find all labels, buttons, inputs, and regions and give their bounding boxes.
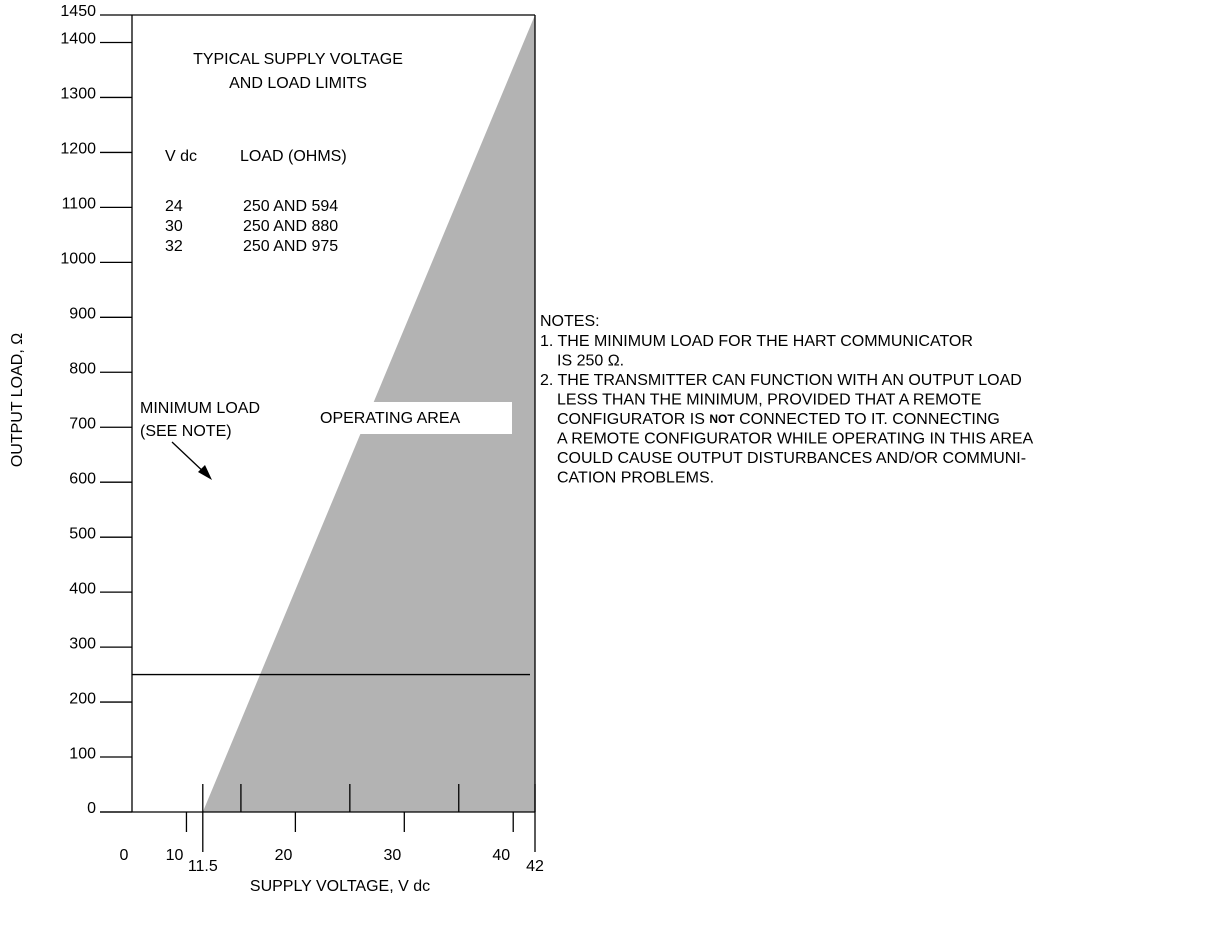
x-tick-label: 40 (492, 847, 510, 864)
table-cell: 250 AND 880 (243, 218, 338, 235)
y-tick-label: 500 (69, 525, 96, 542)
table-header: V dc (165, 148, 197, 165)
region-label-box (310, 402, 512, 434)
arrow-head (198, 465, 212, 480)
region-label: OPERATING AREA (320, 410, 461, 427)
x-axis-label: SUPPLY VOLTAGE, V dc (250, 878, 430, 895)
note-text: CONNECTED TO IT. CONNECTING (735, 411, 1000, 428)
y-tick-label: 1300 (60, 86, 96, 103)
note-line: 1. THE MINIMUM LOAD FOR THE HART COMMUNI… (540, 333, 973, 350)
table-cell: 30 (165, 218, 183, 235)
y-tick-label: 900 (69, 306, 96, 323)
x-marked-tick-label: 42 (526, 858, 544, 875)
notes-title: NOTES: (540, 313, 600, 330)
note-line: LESS THAN THE MINIMUM, PROVIDED THAT A R… (557, 392, 981, 409)
note-line: IS 250 Ω. (557, 353, 624, 370)
table-cell: 250 AND 594 (243, 198, 338, 215)
table-cell: 250 AND 975 (243, 238, 338, 255)
y-tick-label: 300 (69, 635, 96, 652)
title-line: TYPICAL SUPPLY VOLTAGE (193, 51, 403, 68)
y-tick-label: 1400 (60, 31, 96, 48)
note-line: CATION PROBLEMS. (557, 470, 714, 487)
note-line: COULD CAUSE OUTPUT DISTURBANCES AND/OR C… (557, 450, 1026, 467)
y-tick-label: 1100 (62, 196, 97, 213)
y-tick-label: 700 (69, 415, 96, 432)
note-text: NOT (709, 412, 735, 426)
x-tick-label: 20 (275, 847, 293, 864)
min-load-label: (SEE NOTE) (140, 423, 232, 440)
x-tick-label: 30 (384, 847, 402, 864)
x-marked-tick-label: 11.5 (188, 858, 218, 875)
x-tick-label: 10 (166, 847, 184, 864)
y-tick-label: 1000 (60, 251, 96, 268)
y-tick-label: 200 (69, 690, 96, 707)
y-tick-label: 400 (69, 580, 96, 597)
note-text: CONFIGURATOR IS (557, 411, 709, 428)
table-cell: 24 (165, 198, 183, 215)
y-tick-label: 0 (87, 800, 96, 817)
min-load-label: MINIMUM LOAD (140, 400, 260, 417)
note-line: CONFIGURATOR IS NOT CONNECTED TO IT. CON… (557, 411, 1000, 428)
table-cell: 32 (165, 238, 183, 255)
y-tick-label: 800 (69, 360, 96, 377)
y-tick-label: 1450 (60, 3, 96, 20)
y-tick-label: 1200 (60, 141, 96, 158)
title-line: AND LOAD LIMITS (229, 75, 367, 92)
note-line: 2. THE TRANSMITTER CAN FUNCTION WITH AN … (540, 372, 1022, 389)
x-origin-label: 0 (120, 847, 129, 864)
y-tick-label: 100 (69, 745, 96, 762)
y-tick-label: 600 (69, 470, 96, 487)
note-line: A REMOTE CONFIGURATOR WHILE OPERATING IN… (557, 431, 1034, 448)
y-axis-label: OUTPUT LOAD, Ω (9, 333, 26, 467)
table-header: LOAD (OHMS) (240, 148, 347, 165)
